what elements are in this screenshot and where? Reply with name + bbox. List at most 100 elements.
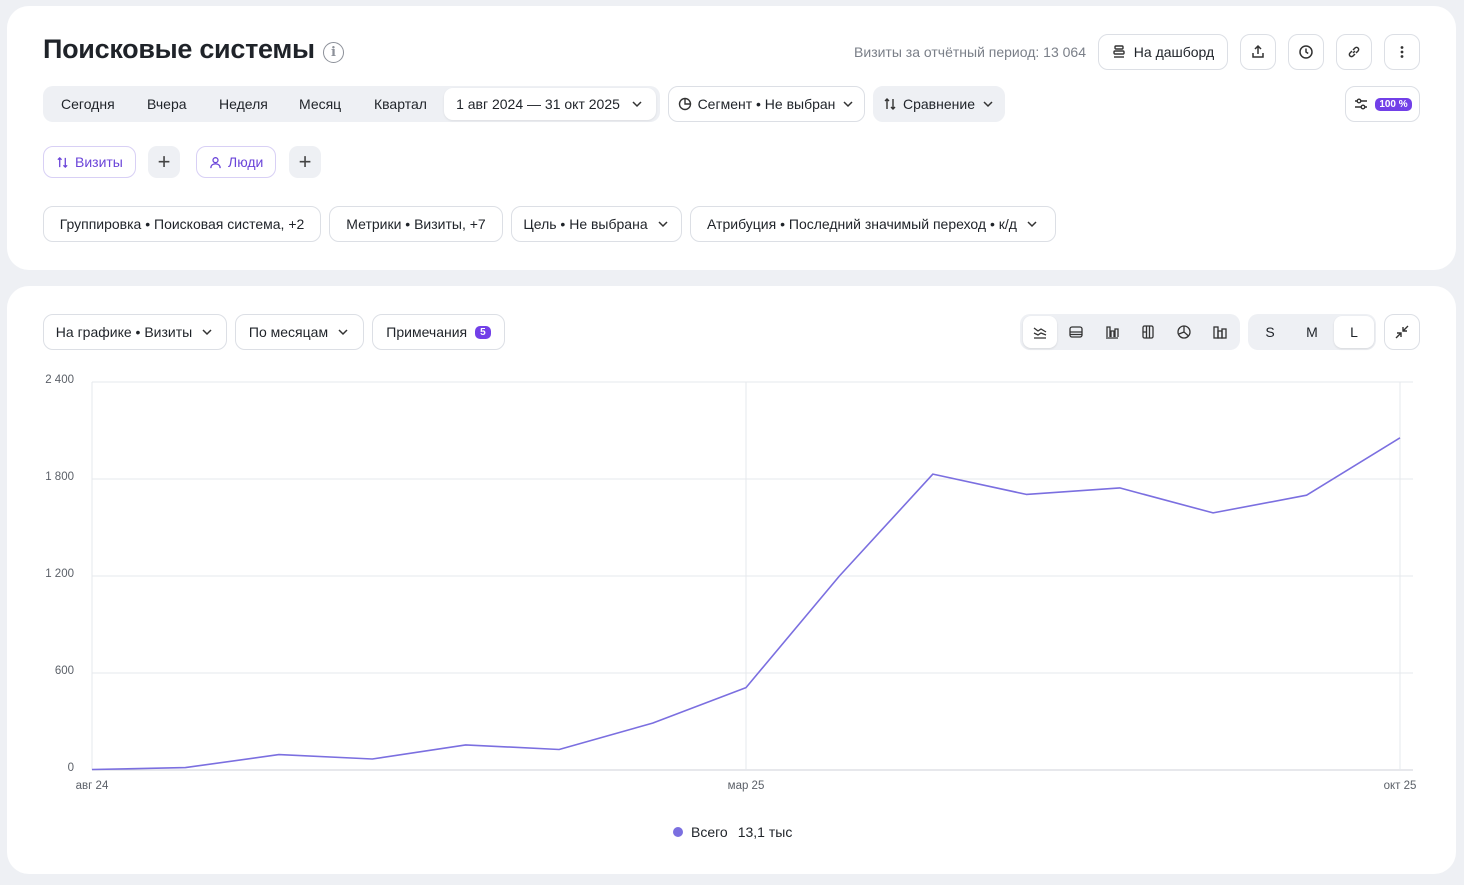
page-title: Поисковые системы: [43, 34, 315, 64]
period-quarter[interactable]: Квартал: [374, 96, 427, 112]
chart-type-area[interactable]: [1059, 316, 1093, 348]
time-grouping-dropdown[interactable]: По месяцам: [235, 314, 364, 350]
link-icon: [1348, 46, 1360, 58]
sampling-button[interactable]: 100 %: [1345, 86, 1420, 122]
line-chart-icon: [1033, 327, 1047, 339]
chart-card: На графике • Визиты По месяцам Примечани…: [7, 286, 1456, 874]
data-point[interactable]: [837, 574, 842, 579]
info-icon[interactable]: i: [323, 42, 344, 63]
dashboard-icon: [1113, 45, 1125, 58]
period-month[interactable]: Месяц: [299, 96, 342, 112]
clock-icon: [1299, 45, 1313, 59]
attribution-dropdown[interactable]: Атрибуция • Последний значимый переход •…: [690, 206, 1056, 242]
sampling-badge: 100 %: [1375, 97, 1412, 111]
x-tick-label: авг 24: [75, 780, 109, 792]
chevron-down-icon: [658, 221, 668, 228]
metrics-label: Метрики • Визиты, +7: [346, 216, 486, 232]
goal-dropdown[interactable]: Цель • Не выбрана: [511, 206, 682, 242]
collapse-chart-button[interactable]: [1384, 314, 1420, 350]
grouping-dropdown[interactable]: Группировка • Поисковая система, +2: [43, 206, 321, 242]
compare-icon: [884, 98, 896, 110]
add-visits-filter-button[interactable]: +: [148, 146, 180, 178]
chevron-down-icon: [983, 101, 993, 108]
visits-chip[interactable]: Визиты: [43, 146, 136, 178]
size-m-button[interactable]: M: [1306, 324, 1318, 340]
user-icon: [210, 156, 221, 168]
minimize-icon: [1395, 325, 1409, 339]
table-chart-icon: [1142, 325, 1154, 339]
more-button[interactable]: [1384, 34, 1420, 70]
data-point[interactable]: [1211, 510, 1216, 515]
notes-label: Примечания: [386, 324, 468, 340]
date-range-label: 1 авг 2024 — 31 окт 2025: [456, 96, 620, 112]
series-line[interactable]: [91, 437, 1401, 771]
chevron-down-icon: [843, 101, 853, 108]
data-point[interactable]: [1398, 435, 1403, 440]
data-point[interactable]: [463, 742, 468, 747]
data-point[interactable]: [1304, 493, 1309, 498]
add-people-filter-button[interactable]: +: [289, 146, 321, 178]
y-tick-label: 1 800: [45, 471, 74, 483]
legend-series-name: Всего: [691, 824, 728, 840]
period-yesterday[interactable]: Вчера: [147, 96, 187, 112]
settings-sliders-icon: [1355, 98, 1368, 110]
y-tick-label: 600: [54, 665, 74, 677]
chart-type-heatmap[interactable]: [1131, 316, 1165, 348]
chart-type-line[interactable]: [1023, 316, 1057, 348]
add-to-dashboard-button[interactable]: На дашборд: [1098, 34, 1228, 70]
dashboard-label: На дашборд: [1133, 44, 1215, 60]
y-tick-label: 1 200: [45, 568, 74, 580]
grouping-label: Группировка • Поисковая система, +2: [59, 216, 305, 232]
column-chart-icon: [1213, 326, 1227, 339]
legend-series-total: 13,1 тыс: [737, 824, 793, 840]
chevron-down-icon: [632, 101, 642, 108]
segment-dropdown[interactable]: Сегмент • Не выбран: [668, 86, 865, 122]
data-point[interactable]: [90, 767, 95, 772]
compare-dropdown[interactable]: Сравнение: [873, 86, 1005, 122]
data-point[interactable]: [1024, 492, 1029, 497]
upload-icon: [1252, 44, 1264, 58]
visits-chip-label: Визиты: [75, 154, 123, 170]
chart-metric-dropdown[interactable]: На графике • Визиты: [43, 314, 227, 350]
data-point[interactable]: [1117, 485, 1122, 490]
chevron-down-icon: [202, 329, 212, 336]
goal-label: Цель • Не выбрана: [523, 216, 648, 232]
chart-metric-label: На графике • Визиты: [55, 324, 193, 340]
data-point[interactable]: [650, 721, 655, 726]
data-point[interactable]: [930, 472, 935, 477]
period-selector: Сегодня Вчера Неделя Месяц Квартал 1 авг…: [43, 86, 660, 122]
notes-count-badge: 5: [475, 325, 491, 339]
compare-icon: [57, 156, 68, 168]
export-button[interactable]: [1240, 34, 1276, 70]
data-point[interactable]: [276, 752, 281, 757]
chart-type-stacked-bar[interactable]: [1095, 316, 1129, 348]
data-point[interactable]: [744, 685, 749, 690]
people-chip[interactable]: Люди: [196, 146, 277, 178]
pie-chart-icon: [1177, 325, 1191, 339]
segment-label: Сегмент • Не выбран: [697, 96, 836, 112]
period-week[interactable]: Неделя: [219, 96, 268, 112]
compare-label: Сравнение: [903, 96, 975, 112]
metrics-dropdown[interactable]: Метрики • Визиты, +7: [329, 206, 503, 242]
segment-icon: [678, 97, 691, 111]
chevron-down-icon: [338, 329, 348, 336]
size-l-button[interactable]: L: [1334, 316, 1374, 348]
chart-legend[interactable]: Всего 13,1 тыс: [673, 824, 792, 840]
notes-button[interactable]: Примечания 5: [372, 314, 505, 350]
data-point[interactable]: [183, 765, 188, 770]
data-point[interactable]: [557, 747, 562, 752]
chart-size-selector: S M L: [1248, 314, 1376, 350]
data-point[interactable]: [370, 757, 375, 762]
period-today[interactable]: Сегодня: [61, 96, 115, 112]
people-chip-label: Люди: [228, 154, 264, 170]
x-tick-label: окт 25: [1383, 780, 1417, 792]
bar-chart-icon: [1106, 326, 1119, 339]
chart-type-bar[interactable]: [1203, 316, 1237, 348]
size-s-button[interactable]: S: [1265, 324, 1275, 340]
date-range-picker[interactable]: 1 авг 2024 — 31 окт 2025: [444, 88, 656, 120]
x-tick-label: мар 25: [727, 780, 765, 792]
area-chart-icon: [1069, 326, 1083, 338]
history-button[interactable]: [1288, 34, 1324, 70]
copy-link-button[interactable]: [1336, 34, 1372, 70]
chart-type-pie[interactable]: [1167, 316, 1201, 348]
